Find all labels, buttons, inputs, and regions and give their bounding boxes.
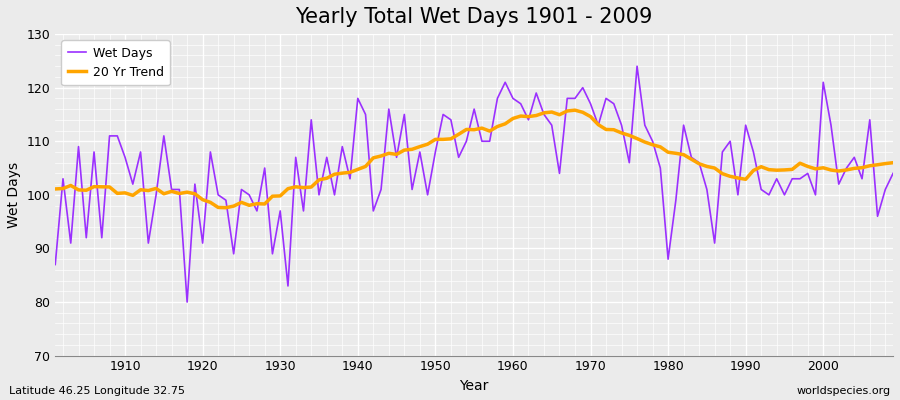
20 Yr Trend [112, 191, 122, 196]
Text: Latitude 46.25 Longitude 32.75: Latitude 46.25 Longitude 32.75 [9, 386, 185, 396]
Wet Days [887, 171, 898, 176]
Wet Days [50, 262, 60, 267]
Wet Days [632, 64, 643, 69]
Wet Days [112, 134, 122, 138]
Wet Days [182, 300, 193, 304]
20 Yr Trend [516, 114, 526, 118]
Line: Wet Days: Wet Days [55, 66, 893, 302]
20 Yr Trend [508, 116, 518, 121]
Y-axis label: Wet Days: Wet Days [7, 162, 21, 228]
20 Yr Trend [570, 108, 580, 112]
Legend: Wet Days, 20 Yr Trend: Wet Days, 20 Yr Trend [61, 40, 170, 85]
20 Yr Trend [616, 130, 627, 135]
Line: 20 Yr Trend: 20 Yr Trend [55, 110, 893, 208]
20 Yr Trend [220, 205, 231, 210]
Text: worldspecies.org: worldspecies.org [796, 386, 891, 396]
Wet Days [508, 96, 518, 101]
20 Yr Trend [337, 171, 347, 176]
Title: Yearly Total Wet Days 1901 - 2009: Yearly Total Wet Days 1901 - 2009 [295, 7, 652, 27]
X-axis label: Year: Year [460, 379, 489, 393]
Wet Days [516, 101, 526, 106]
Wet Days [337, 144, 347, 149]
20 Yr Trend [291, 184, 302, 189]
Wet Days [291, 155, 302, 160]
Wet Days [608, 101, 619, 106]
20 Yr Trend [887, 160, 898, 165]
20 Yr Trend [50, 186, 60, 191]
